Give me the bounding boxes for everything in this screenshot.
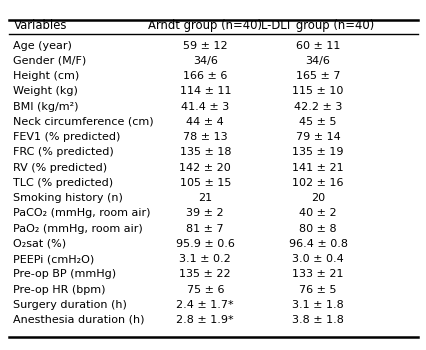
Text: 76 ± 5: 76 ± 5 [299, 285, 336, 294]
Text: PaCO₂ (mmHg, room air): PaCO₂ (mmHg, room air) [14, 208, 151, 218]
Text: 78 ± 13: 78 ± 13 [183, 132, 227, 142]
Text: 45 ± 5: 45 ± 5 [299, 117, 336, 127]
Text: Height (cm): Height (cm) [14, 71, 80, 81]
Text: 21: 21 [198, 193, 212, 203]
Text: 75 ± 6: 75 ± 6 [186, 285, 224, 294]
Text: 95.9 ± 0.6: 95.9 ± 0.6 [176, 239, 234, 249]
Text: 60 ± 11: 60 ± 11 [295, 41, 340, 51]
Text: 165 ± 7: 165 ± 7 [295, 71, 340, 81]
Text: 102 ± 16: 102 ± 16 [291, 178, 343, 188]
Text: 39 ± 2: 39 ± 2 [186, 208, 224, 218]
Text: 105 ± 15: 105 ± 15 [179, 178, 230, 188]
Text: Age (year): Age (year) [14, 41, 72, 51]
Text: 135 ± 22: 135 ± 22 [179, 269, 230, 279]
Text: 114 ± 11: 114 ± 11 [179, 86, 230, 96]
Text: 3.0 ± 0.4: 3.0 ± 0.4 [291, 254, 343, 264]
Text: 142 ± 20: 142 ± 20 [179, 162, 230, 173]
Text: PEEPi (cmH₂O): PEEPi (cmH₂O) [14, 254, 95, 264]
Text: 133 ± 21: 133 ± 21 [291, 269, 343, 279]
Text: 34/6: 34/6 [193, 56, 217, 66]
Text: 44 ± 4: 44 ± 4 [186, 117, 224, 127]
Text: 96.4 ± 0.8: 96.4 ± 0.8 [288, 239, 347, 249]
Text: L-DLT group (n=40): L-DLT group (n=40) [261, 19, 374, 32]
Text: Variables: Variables [14, 19, 67, 32]
Text: 79 ± 14: 79 ± 14 [295, 132, 340, 142]
Text: Smoking history (n): Smoking history (n) [14, 193, 123, 203]
Text: FRC (% predicted): FRC (% predicted) [14, 147, 114, 157]
Text: RV (% predicted): RV (% predicted) [14, 162, 107, 173]
Text: 20: 20 [310, 193, 324, 203]
Text: 41.4 ± 3: 41.4 ± 3 [181, 102, 229, 112]
Text: 135 ± 19: 135 ± 19 [291, 147, 343, 157]
Text: 59 ± 12: 59 ± 12 [183, 41, 227, 51]
Text: Pre-op HR (bpm): Pre-op HR (bpm) [14, 285, 106, 294]
Text: FEV1 (% predicted): FEV1 (% predicted) [14, 132, 121, 142]
Text: PaO₂ (mmHg, room air): PaO₂ (mmHg, room air) [14, 224, 143, 233]
Text: Weight (kg): Weight (kg) [14, 86, 78, 96]
Text: Arndt group (n=40): Arndt group (n=40) [148, 19, 262, 32]
Text: 3.8 ± 1.8: 3.8 ± 1.8 [291, 315, 343, 325]
Text: 2.8 ± 1.9*: 2.8 ± 1.9* [176, 315, 233, 325]
Text: 81 ± 7: 81 ± 7 [186, 224, 224, 233]
Text: O₂sat (%): O₂sat (%) [14, 239, 66, 249]
Text: BMI (kg/m²): BMI (kg/m²) [14, 102, 79, 112]
Text: 42.2 ± 3: 42.2 ± 3 [293, 102, 341, 112]
Text: Gender (M/F): Gender (M/F) [14, 56, 86, 66]
Text: Neck circumference (cm): Neck circumference (cm) [14, 117, 154, 127]
Text: 3.1 ± 0.2: 3.1 ± 0.2 [179, 254, 230, 264]
Text: 80 ± 8: 80 ± 8 [299, 224, 336, 233]
Text: 2.4 ± 1.7*: 2.4 ± 1.7* [176, 300, 233, 310]
Text: 135 ± 18: 135 ± 18 [179, 147, 230, 157]
Text: 166 ± 6: 166 ± 6 [183, 71, 227, 81]
Text: 34/6: 34/6 [305, 56, 330, 66]
Text: 40 ± 2: 40 ± 2 [299, 208, 336, 218]
Text: Surgery duration (h): Surgery duration (h) [14, 300, 127, 310]
Text: Pre-op BP (mmHg): Pre-op BP (mmHg) [14, 269, 116, 279]
Text: 115 ± 10: 115 ± 10 [292, 86, 343, 96]
Text: 141 ± 21: 141 ± 21 [291, 162, 343, 173]
Text: Anesthesia duration (h): Anesthesia duration (h) [14, 315, 144, 325]
Text: 3.1 ± 1.8: 3.1 ± 1.8 [291, 300, 343, 310]
Text: TLC (% predicted): TLC (% predicted) [14, 178, 113, 188]
